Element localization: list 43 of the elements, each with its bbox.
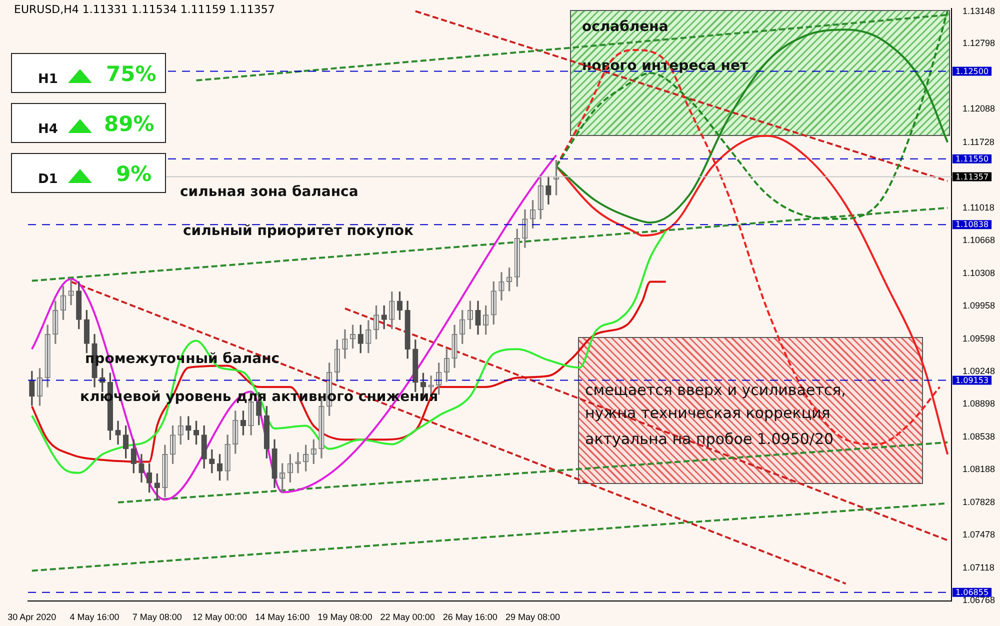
annotation: ослаблена	[582, 19, 668, 35]
annotation: 9%	[116, 162, 152, 186]
y-tick-label: 1.10308	[962, 268, 996, 278]
ref-line-label: 1.10838	[955, 220, 989, 230]
x-tick-label: 19 May 08:00	[318, 612, 372, 622]
x-tick-label: 4 May 16:00	[70, 612, 120, 622]
annotation: сильный приоритет покупок	[183, 223, 414, 239]
y-tick-label: 1.09958	[962, 300, 996, 310]
x-tick-label: 30 Apr 2020	[8, 612, 56, 622]
x-tick-label: 26 May 16:00	[442, 612, 498, 622]
y-tick-label: 1.13148	[962, 6, 996, 16]
ref-line-label: 1.11357	[955, 172, 989, 182]
annotation: H1	[38, 72, 58, 87]
y-tick-label: 1.12088	[962, 104, 996, 114]
annotation: смещается вверх и усиливается,	[585, 381, 846, 399]
y-tick-label: 1.09598	[962, 334, 996, 344]
y-tick-label: 1.08538	[962, 432, 996, 442]
x-tick-label: 7 May 08:00	[132, 612, 182, 622]
ref-line-label: 1.09153	[955, 376, 989, 385]
chart-title: EURUSD,H4 1.11331 1.11534 1.11159 1.11357	[14, 3, 275, 16]
x-tick-label: 12 May 00:00	[192, 612, 248, 622]
annotation: H4	[38, 122, 58, 137]
y-tick-label: 1.08188	[962, 464, 996, 474]
y-tick-label: 1.09248	[962, 366, 996, 376]
y-tick-label: 1.12798	[962, 38, 996, 48]
y-tick-label: 1.08898	[962, 398, 996, 408]
x-tick-label: 29 May 08:00	[506, 612, 560, 622]
annotation: 89%	[104, 112, 154, 136]
x-tick-label: 14 May 16:00	[255, 612, 310, 622]
ref-line-label: 1.11550	[955, 154, 989, 164]
y-tick-label: 1.10668	[962, 234, 996, 245]
x-tick-label: 22 May 00:00	[380, 612, 435, 622]
y-tick-label: 1.11018	[962, 202, 994, 213]
y-tick-label: 1.07478	[962, 529, 996, 540]
y-tick-label: 1.06768	[962, 594, 996, 605]
y-tick-label: 1.07118	[962, 562, 994, 573]
annotation: D1	[38, 172, 58, 187]
annotation: 75%	[106, 62, 156, 86]
ref-line-label: 1.06855	[955, 588, 989, 598]
y-tick-label: 1.11728	[962, 136, 994, 147]
y-tick-label: 1.07828	[962, 497, 996, 508]
annotation: сильная зона баланса	[180, 184, 358, 200]
ref-line-label: 1.12500	[955, 66, 989, 76]
